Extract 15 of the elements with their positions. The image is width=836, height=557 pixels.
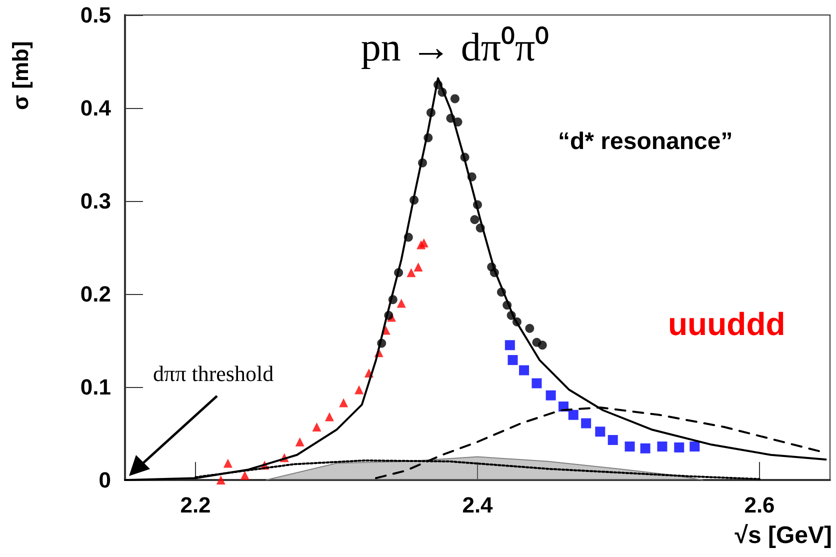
x-tick-label: 2.2: [180, 492, 211, 518]
y-tick-label: 0.1: [80, 374, 111, 400]
y-axis-title: σ [mb]: [8, 41, 34, 110]
x-axis-title: √s [GeV]: [734, 522, 832, 550]
x-tick-label: 2.4: [462, 492, 494, 518]
y-tick-label: 0.5: [80, 2, 111, 28]
annotation: “d* resonance”: [558, 128, 733, 156]
x-tick-label: 2.6: [744, 492, 775, 518]
annotation: uuuddd: [668, 306, 786, 343]
y-tick-label: 0: [98, 468, 111, 492]
y-tick-label: 0.4: [80, 96, 112, 120]
y-tick-label: 0.3: [80, 188, 111, 214]
annotation: dππ threshold: [153, 361, 274, 387]
chart-title: pn → dπ⁰π⁰: [360, 24, 550, 70]
y-tick-label: 0.2: [80, 282, 111, 306]
